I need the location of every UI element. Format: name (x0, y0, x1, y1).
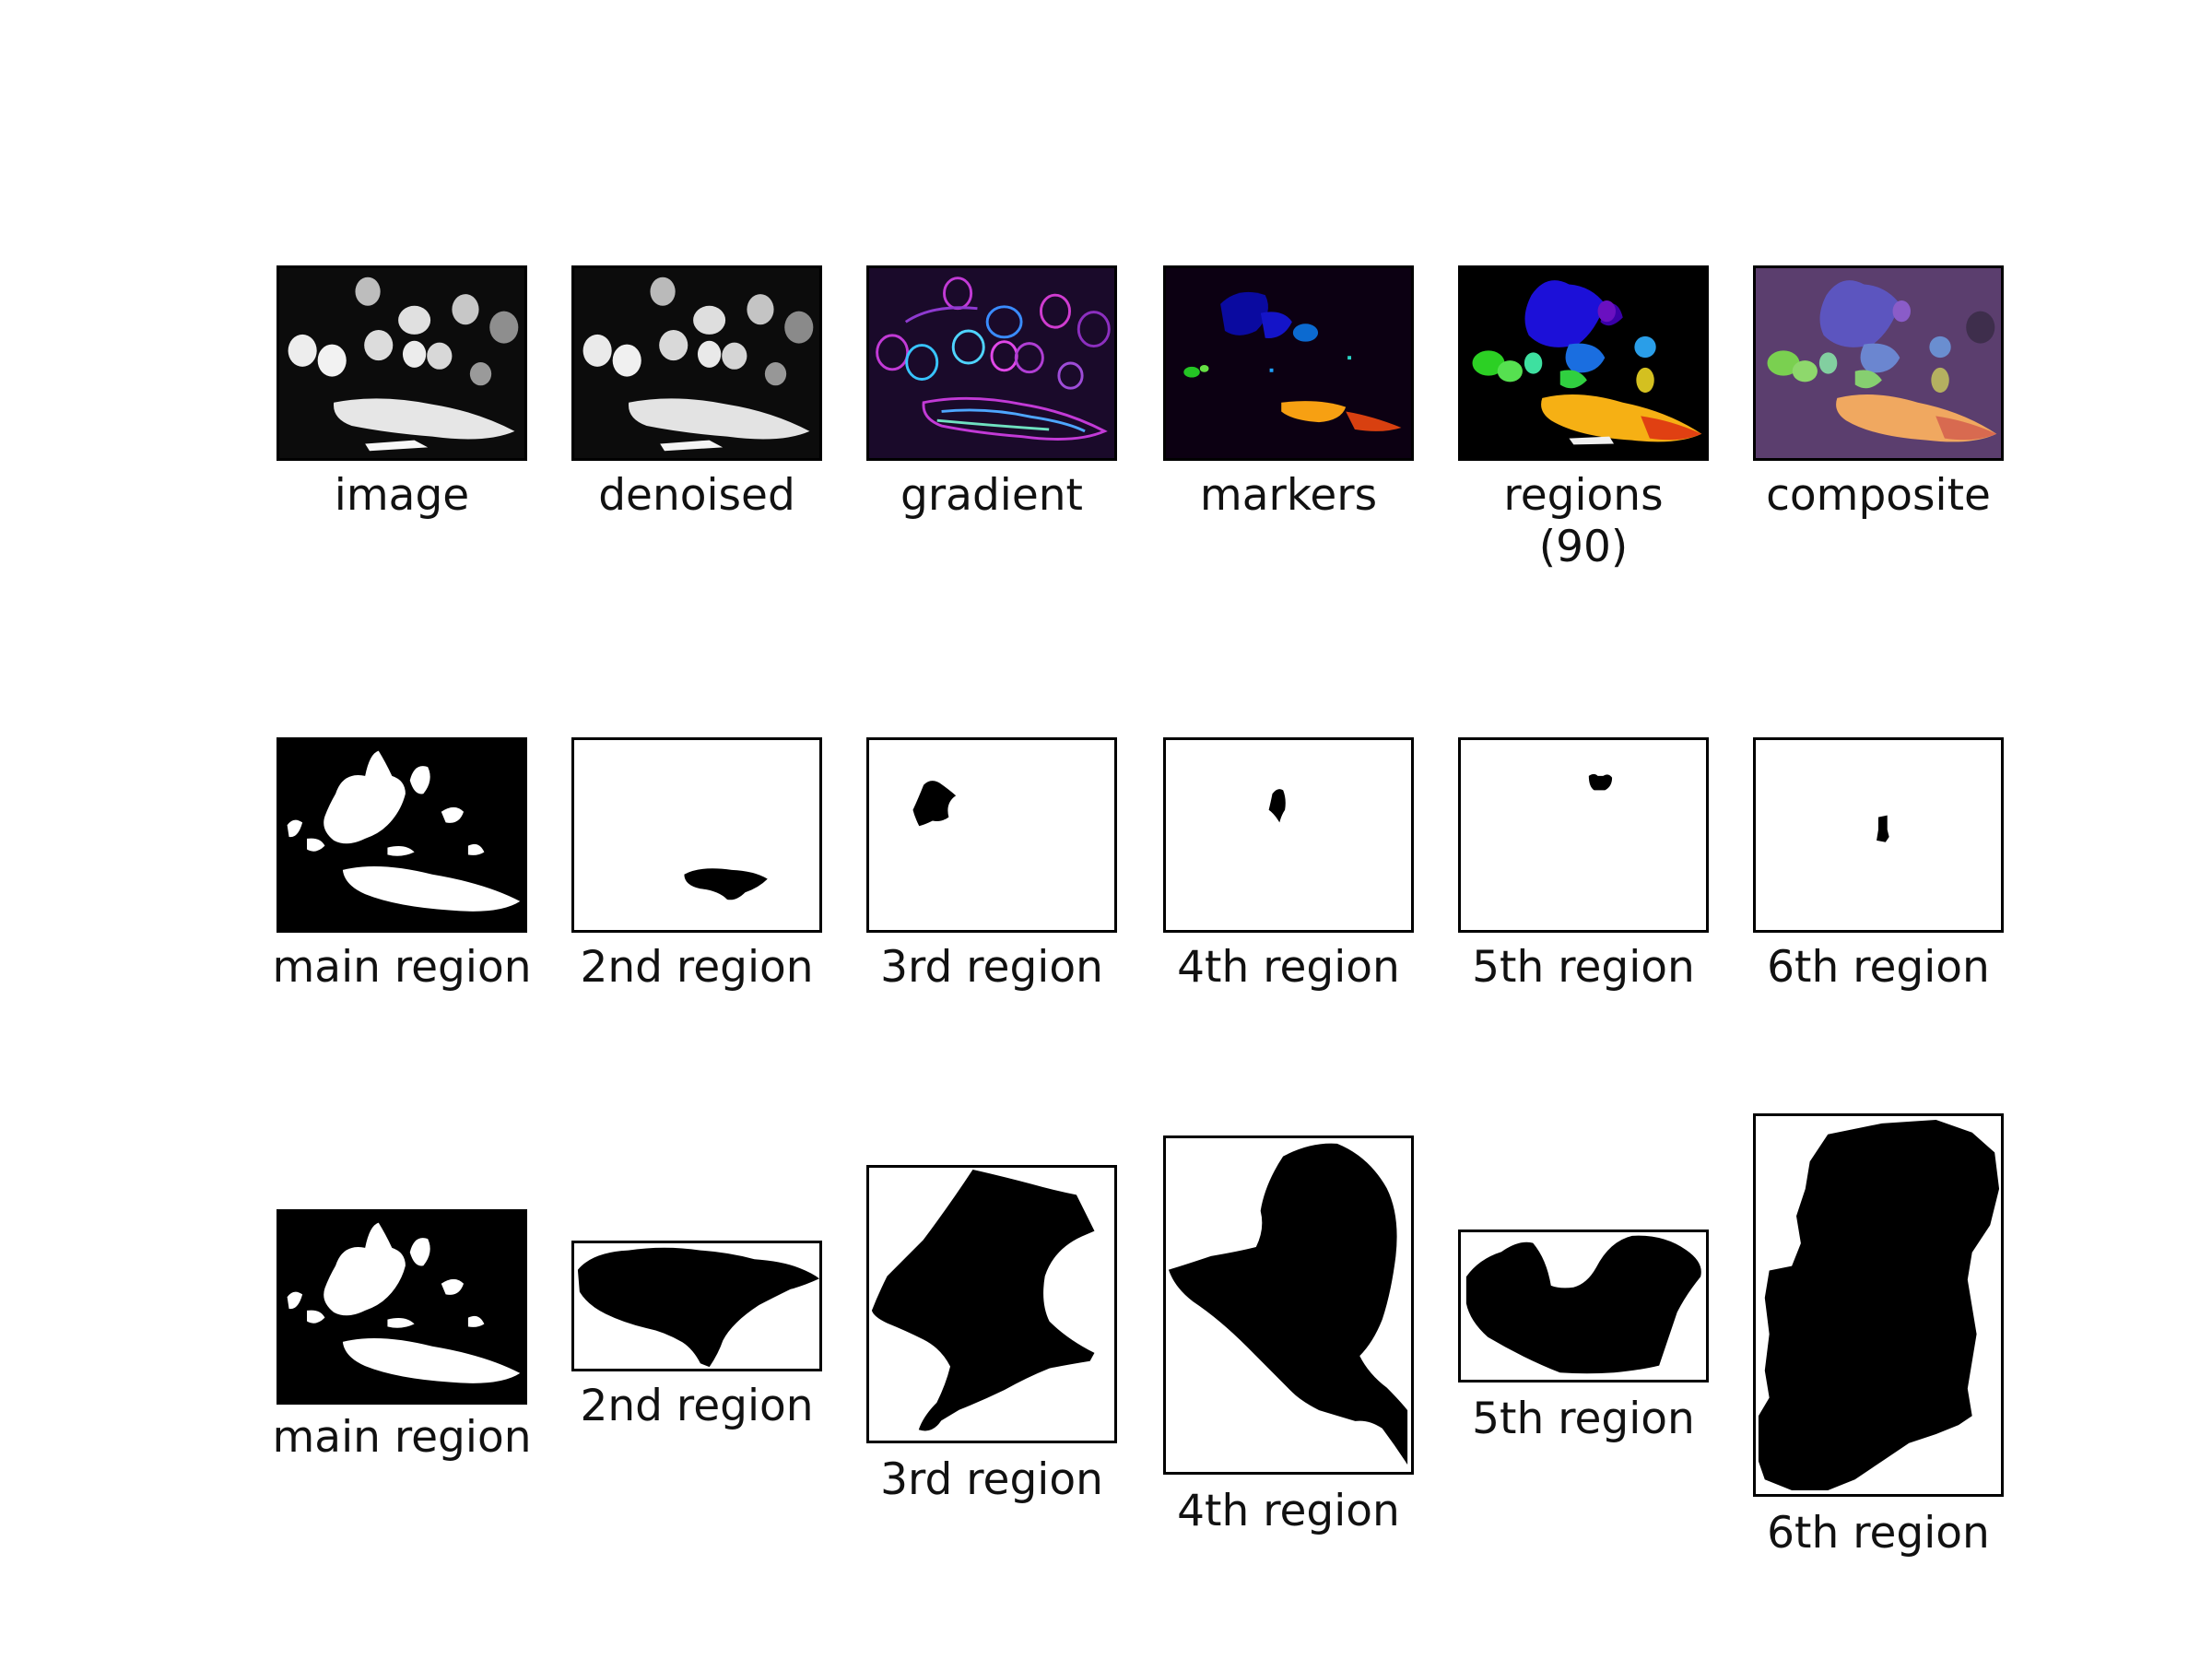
caption-regions-line1: regions (1503, 470, 1664, 521)
row2-caption-5: 5th region (1472, 942, 1695, 993)
row3-caption-1: main region (272, 1412, 532, 1463)
row3-5th-region-panel (1458, 1230, 1709, 1382)
row2-5th-region-panel (1458, 737, 1709, 933)
main-region-crop-mask (279, 1212, 524, 1402)
row2-main-region-panel (276, 737, 527, 933)
denoised-panel (571, 265, 822, 461)
2nd-region-crop-mask (574, 1243, 819, 1369)
row2-caption-4: 4th region (1177, 942, 1400, 993)
row3-4th-region-panel (1163, 1135, 1414, 1475)
main-region-mask (279, 740, 524, 930)
6th-region-crop-mask (1756, 1116, 2001, 1494)
image-panel (276, 265, 527, 461)
composite-panel (1753, 265, 2004, 461)
6th-region-mask (1756, 740, 2001, 930)
gradient-map (869, 268, 1114, 458)
row3-main-region-panel (276, 1209, 527, 1405)
2nd-region-mask (574, 740, 819, 930)
row2-caption-6: 6th region (1767, 942, 1990, 993)
grayscale-painting (279, 268, 524, 458)
5th-region-mask (1461, 740, 1706, 930)
3rd-region-mask (869, 740, 1114, 930)
row2-caption-1: main region (272, 942, 532, 993)
gradient-panel (866, 265, 1117, 461)
row3-caption-4: 4th region (1177, 1486, 1400, 1536)
row2-4th-region-panel (1163, 737, 1414, 933)
markers-panel (1163, 265, 1414, 461)
row3-2nd-region-panel (571, 1241, 822, 1371)
caption-image: image (334, 470, 470, 521)
5th-region-crop-mask (1461, 1232, 1706, 1380)
caption-composite: composite (1766, 470, 1991, 521)
row2-caption-3: 3rd region (880, 942, 1103, 993)
markers-map (1166, 268, 1411, 458)
composite-overlay (1756, 268, 2001, 458)
row2-caption-2: 2nd region (580, 942, 814, 993)
caption-markers: markers (1199, 470, 1378, 521)
row2-3rd-region-panel (866, 737, 1117, 933)
row2-2nd-region-panel (571, 737, 822, 933)
caption-gradient: gradient (900, 470, 1083, 521)
4th-region-crop-mask (1166, 1138, 1411, 1472)
row3-caption-5: 5th region (1472, 1394, 1695, 1444)
caption-regions-line2: (90) (1538, 522, 1629, 572)
regions-map (1461, 268, 1706, 458)
3rd-region-crop-mask (869, 1168, 1114, 1441)
4th-region-mask (1166, 740, 1411, 930)
row3-3rd-region-panel (866, 1165, 1117, 1443)
row3-caption-2: 2nd region (580, 1381, 814, 1431)
row2-6th-region-panel (1753, 737, 2004, 933)
row3-caption-6: 6th region (1767, 1508, 1990, 1559)
regions-panel (1458, 265, 1709, 461)
row3-6th-region-panel (1753, 1113, 2004, 1497)
caption-denoised: denoised (598, 470, 795, 521)
denoised-painting (574, 268, 819, 458)
row3-caption-3: 3rd region (880, 1454, 1103, 1505)
